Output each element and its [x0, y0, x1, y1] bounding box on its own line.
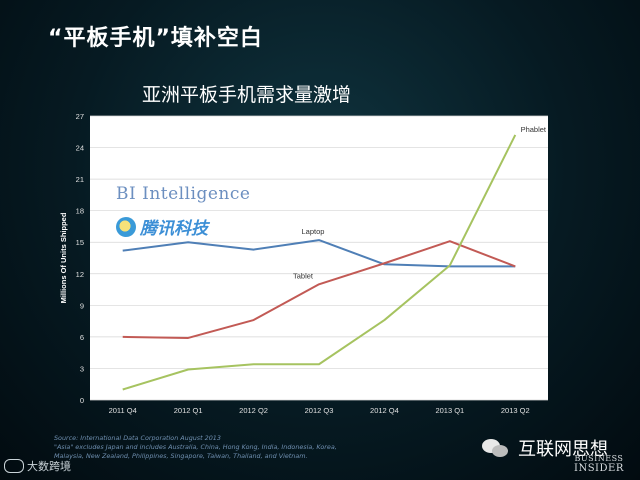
y-axis-label: Millions Of Units Shipped: [59, 212, 68, 303]
y-tick-label: 9: [80, 301, 84, 310]
bi-insider-top: BUSINESS: [574, 454, 624, 463]
source-note: Source: International Data Corporation A…: [54, 434, 384, 461]
x-tick-label: 2012 Q4: [370, 406, 399, 415]
plot-area: [90, 116, 548, 400]
y-tick-label: 21: [76, 175, 84, 184]
y-tick-label: 3: [80, 364, 84, 373]
x-tick-label: 2012 Q2: [239, 406, 268, 415]
y-tick-label: 15: [76, 238, 84, 247]
watermark-right-label: 互联网思想: [518, 439, 608, 460]
source-line: Source: International Data Corporation A…: [54, 434, 221, 442]
slide-title: “平板手机”填补空白: [48, 26, 263, 51]
y-tick-label: 24: [76, 144, 84, 153]
x-tick-label: 2012 Q3: [305, 406, 334, 415]
watermark-left-label: 大数跨境: [27, 460, 71, 473]
watermark-logo-icon: [4, 459, 24, 473]
watermark-right: 互联网思想: [482, 435, 608, 461]
series-label-tablet: Tablet: [293, 271, 314, 280]
source-line: Malaysia, New Zealand, Philippines, Sing…: [54, 452, 308, 460]
bi-intelligence-logo: BI Intelligence: [116, 184, 251, 204]
x-tick-label: 2011 Q4: [109, 406, 137, 415]
x-tick-label: 2012 Q1: [174, 406, 203, 415]
bi-insider-bottom: INSIDER: [574, 463, 624, 474]
series-line-tablet: [122, 240, 516, 339]
y-tick-label: 6: [80, 333, 84, 342]
chart-title: 亚洲平板手机需求量激增: [142, 84, 352, 106]
tencent-brand-label: 腾讯科技: [140, 219, 208, 239]
watermark-left: 大数跨境: [4, 458, 71, 474]
series-label-laptop: Laptop: [302, 227, 325, 236]
business-insider-logo: BUSINESS INSIDER: [574, 454, 624, 474]
tencent-brand: 腾讯科技: [116, 214, 208, 239]
series-label-phablet: Phablet: [521, 125, 547, 134]
source-line: "Asia" excludes Japan and includes Austr…: [54, 443, 337, 451]
y-tick-label: 18: [76, 207, 84, 216]
wechat-icon: [482, 437, 510, 459]
series-line-phablet: [122, 134, 517, 391]
y-tick-label: 0: [80, 396, 84, 405]
y-tick-label: 12: [76, 270, 84, 279]
tencent-logo-icon: [116, 216, 136, 237]
x-tick-label: 2013 Q1: [435, 406, 464, 415]
x-tick-label: 2013 Q2: [501, 406, 530, 415]
y-tick-label: 27: [76, 112, 84, 121]
